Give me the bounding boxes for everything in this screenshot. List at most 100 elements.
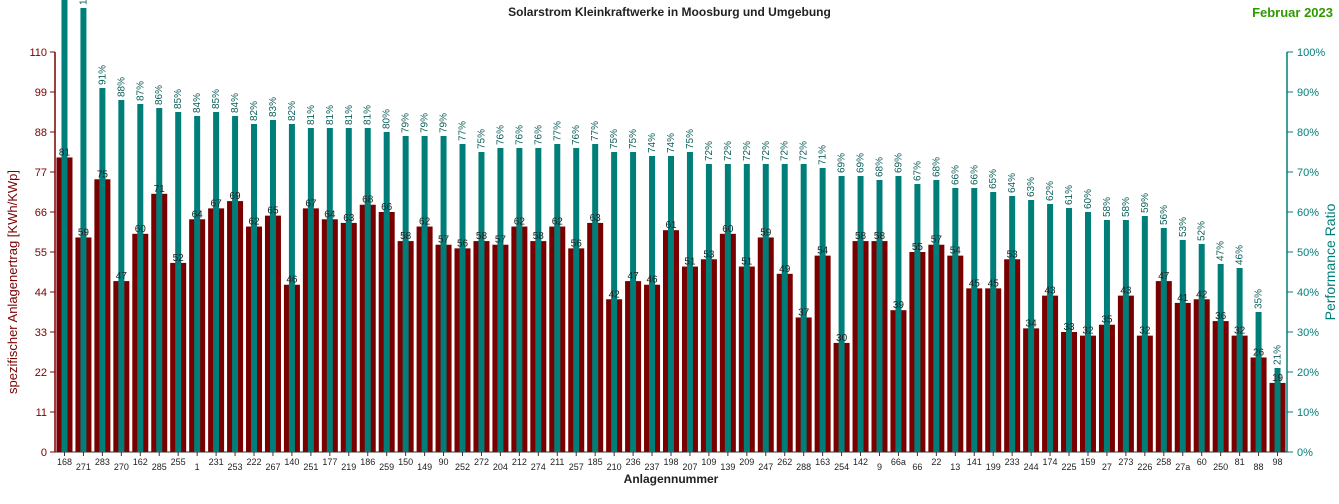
ertrag-label: 41 [1177,293,1189,304]
ertrag-label: 64 [324,209,336,220]
bar-performance-ratio [99,88,106,452]
ertrag-label: 53 [703,249,715,260]
pr-label: 88% [116,77,127,97]
x-axis-title: Anlagennummer [624,472,719,486]
pr-label: 81% [344,105,355,125]
pr-label: 76% [514,125,525,145]
pr-label: 67% [912,161,923,181]
left-tick-label: 88 [35,127,47,139]
x-tick-label: 163 [815,457,830,467]
bar-performance-ratio [345,128,352,452]
pr-label: 72% [761,141,772,161]
pr-label: 68% [931,157,942,177]
pr-label: 111% [78,0,89,5]
ertrag-label: 51 [684,257,696,268]
ertrag-label: 43 [1045,286,1057,297]
bar-performance-ratio [1217,264,1224,452]
ertrag-label: 62 [248,217,260,228]
pr-label: 87% [135,81,146,101]
bar-performance-ratio [800,164,807,452]
left-tick-label: 55 [35,247,47,259]
right-tick-label: 60% [1297,207,1319,219]
bar-performance-ratio [914,184,921,452]
right-tick-label: 50% [1297,247,1319,259]
x-tick-label: 142 [853,457,868,467]
pr-label: 74% [666,133,677,153]
ertrag-label: 55 [912,242,924,253]
x-tick-label: 237 [645,462,660,472]
right-tick-label: 20% [1297,367,1319,379]
pr-label: 76% [533,125,544,145]
pr-label: 60% [1083,189,1094,209]
pr-label: 85% [211,89,222,109]
x-tick-label: 81 [1235,457,1245,467]
x-tick-label: 274 [531,462,546,472]
bar-performance-ratio [535,148,542,452]
pr-label: 75% [609,129,620,149]
ertrag-label: 49 [779,264,791,275]
bar-performance-ratio [1009,196,1016,452]
ertrag-label: 30 [836,333,848,344]
x-tick-label: 185 [588,457,603,467]
bar-performance-ratio [1047,204,1054,452]
ertrag-label: 19 [1272,373,1284,384]
pr-label: 68% [874,157,885,177]
x-tick-label: 231 [209,457,224,467]
ertrag-label: 45 [969,278,981,289]
ertrag-label: 67 [211,198,223,209]
pr-label: 75% [628,129,639,149]
bar-performance-ratio [497,148,504,452]
ertrag-label: 37 [798,307,810,318]
x-tick-label: 257 [569,462,584,472]
pr-label: 84% [192,93,203,113]
bar-performance-ratio [990,192,997,452]
ertrag-label: 42 [609,289,621,300]
pr-label: 69% [837,153,848,173]
pr-label: 84% [230,93,241,113]
ertrag-label: 46 [286,275,298,286]
x-tick-label: 225 [1062,462,1077,472]
bar-performance-ratio [251,124,258,452]
ertrag-label: 58 [533,231,545,242]
left-tick-label: 44 [35,287,47,299]
x-tick-label: 288 [796,462,811,472]
ertrag-label: 52 [173,253,185,264]
x-tick-label: 250 [1213,462,1228,472]
x-tick-label: 272 [474,457,489,467]
x-tick-label: 271 [76,462,91,472]
x-tick-label: 244 [1024,462,1039,472]
y2-axis-title: Performance Ratio [1322,203,1338,320]
ertrag-label: 58 [476,231,488,242]
x-tick-label: 270 [114,462,129,472]
bar-performance-ratio [459,144,466,452]
bar-performance-ratio [61,0,68,452]
x-tick-label: 226 [1137,462,1152,472]
bar-performance-ratio [592,144,599,452]
pr-label: 35% [1254,289,1265,309]
bar-performance-ratio [876,180,883,452]
bar-performance-ratio [326,128,333,452]
right-tick-label: 80% [1297,127,1319,139]
ertrag-label: 75 [97,169,109,180]
pr-label: 58% [1102,197,1113,217]
bar-performance-ratio [364,128,371,452]
bar-performance-ratio [118,100,125,452]
x-tick-label: 13 [950,462,960,472]
ertrag-label: 61 [665,220,677,231]
x-tick-label: 259 [379,462,394,472]
bar-performance-ratio [857,176,864,452]
x-tick-label: 60 [1197,457,1207,467]
bar-performance-ratio [1179,240,1186,452]
right-tick-label: 90% [1297,87,1319,99]
ertrag-label: 64 [192,209,204,220]
bar-performance-ratio [478,152,485,452]
pr-label: 82% [287,101,298,121]
bar-performance-ratio [1084,212,1091,452]
x-tick-label: 253 [228,462,243,472]
pr-label: 75% [685,129,696,149]
x-tick-label: 1 [195,462,200,472]
ertrag-label: 60 [722,224,734,235]
pr-label: 72% [704,141,715,161]
ertrag-label: 56 [457,238,469,249]
ertrag-label: 58 [874,231,886,242]
